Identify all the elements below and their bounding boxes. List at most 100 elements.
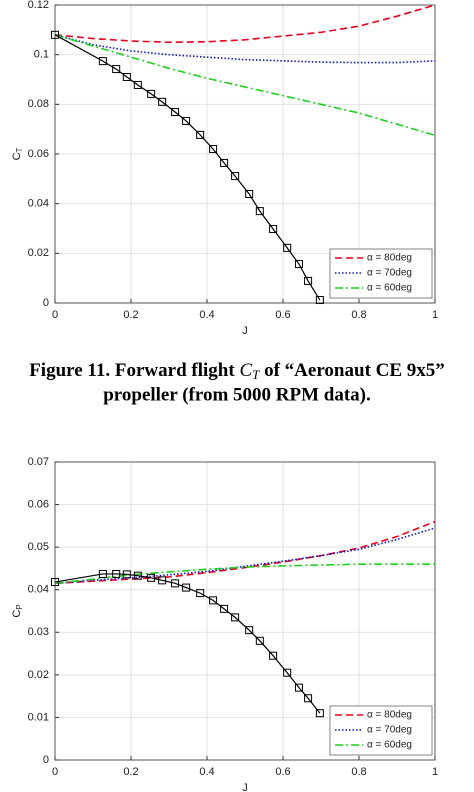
y-tick-label: 0.1 [34, 49, 49, 61]
y-tick-label: 0.06 [28, 148, 49, 160]
legend-label: α = 80deg [367, 253, 412, 264]
y-tick-label: 0.04 [28, 584, 49, 596]
series-line [54, 4, 436, 44]
x-tick-label: 0.2 [123, 766, 138, 778]
caption-line1: Figure 11. Forward flight CT of “Aeronau… [29, 360, 445, 385]
x-tick-label: 0.2 [123, 309, 138, 321]
axes-box [54, 4, 436, 304]
series-line [54, 573, 321, 714]
marker [182, 116, 191, 125]
marker [209, 145, 218, 154]
legend-label: α = 70deg [367, 725, 412, 736]
caption-text: of “Aeronaut CE 9x5” [264, 360, 445, 381]
marker [158, 97, 167, 106]
x-tick-label: 0.6 [275, 766, 290, 778]
axes-box [54, 461, 436, 761]
marker [196, 130, 205, 139]
x-tick-label: 0 [52, 766, 58, 778]
caption-math: C [239, 360, 252, 381]
marker [122, 570, 131, 579]
x-tick-label: 0.8 [351, 766, 366, 778]
x-tick-label: 0 [52, 309, 58, 321]
y-axis-label-base: C [11, 152, 23, 160]
series-group [51, 4, 436, 305]
marker [294, 683, 303, 692]
marker [255, 207, 264, 216]
x-tick-label: 0.8 [351, 309, 366, 321]
y-tick-label: 0 [43, 297, 49, 309]
marker [304, 276, 313, 285]
marker [158, 576, 167, 585]
marker [51, 578, 59, 587]
series-group [51, 520, 436, 718]
x-tick-label: 1 [432, 766, 438, 778]
marker [112, 65, 121, 74]
x-tick-label: 0.4 [199, 309, 214, 321]
y-tick-label: 0.08 [28, 98, 49, 110]
series-line [54, 34, 436, 64]
marker [112, 569, 121, 578]
marker [315, 709, 324, 718]
legend-label: α = 80deg [367, 710, 412, 721]
y-tick-label: 0.02 [28, 247, 49, 259]
x-axis-label: J [242, 782, 248, 792]
marker [171, 579, 180, 588]
legend-label: α = 60deg [367, 740, 412, 751]
caption-line2: propeller (from 5000 RPM data). [103, 384, 371, 405]
y-tick-label: 0.04 [28, 198, 49, 210]
marker [98, 569, 107, 578]
marker [122, 73, 131, 82]
marker [196, 589, 205, 598]
marker [171, 108, 180, 117]
y-axis-label: CP [11, 604, 24, 617]
y-tick-label: 0.06 [28, 498, 49, 510]
marker [182, 583, 191, 592]
marker [255, 636, 264, 645]
legend: α = 80deg α = 70deg α = 60deg [329, 248, 433, 299]
marker [231, 172, 240, 181]
legend-label: α = 60deg [367, 283, 412, 294]
marker [220, 158, 229, 167]
series-line [54, 520, 436, 585]
series-line [54, 527, 436, 585]
y-tick-label: 0 [43, 754, 49, 766]
marker [315, 296, 324, 305]
y-tick-label: 0.12 [28, 0, 49, 11]
marker [245, 189, 254, 198]
series-line [54, 34, 436, 137]
chart: 0 0.01 0.02 0.03 0.04 0.05 0.06 0.07 0 0.2 0.4 0.6 0… [11, 456, 438, 792]
marker [269, 651, 278, 660]
y-axis-label-sub: P [15, 604, 24, 609]
legend: α = 80deg α = 70deg α = 60deg [329, 705, 433, 756]
x-axis-label: J [242, 325, 248, 337]
marker [294, 260, 303, 269]
marker [220, 604, 229, 613]
y-tick-label: 0.05 [28, 541, 49, 553]
marker [304, 694, 313, 703]
marker [133, 571, 142, 580]
marker [231, 613, 240, 622]
y-axis-label: CT [11, 147, 24, 160]
marker [147, 573, 156, 582]
marker [245, 626, 254, 635]
x-tick-label: 0.4 [199, 766, 214, 778]
y-tick-label: 0.02 [28, 669, 49, 681]
chart: 0 0.02 0.04 0.06 0.08 0.1 0.12 0 0.2 0.4 0.6 0.8 1 J C… [11, 0, 438, 337]
y-tick-label: 0.07 [28, 456, 49, 468]
y-tick-label: 0.01 [28, 711, 49, 723]
marker [51, 30, 59, 39]
caption-label: Figure 11 [29, 360, 105, 381]
marker [209, 596, 218, 605]
y-axis-label-sub: T [15, 147, 24, 152]
marker [147, 89, 156, 98]
marker [98, 57, 107, 66]
marker [283, 668, 292, 677]
y-axis-label-base: C [11, 610, 23, 618]
marker [133, 80, 142, 89]
marker [283, 243, 292, 252]
legend-label: α = 70deg [367, 268, 412, 279]
y-tick-label: 0.03 [28, 626, 49, 638]
caption-math-sub: T [252, 367, 260, 382]
marker [269, 224, 278, 233]
